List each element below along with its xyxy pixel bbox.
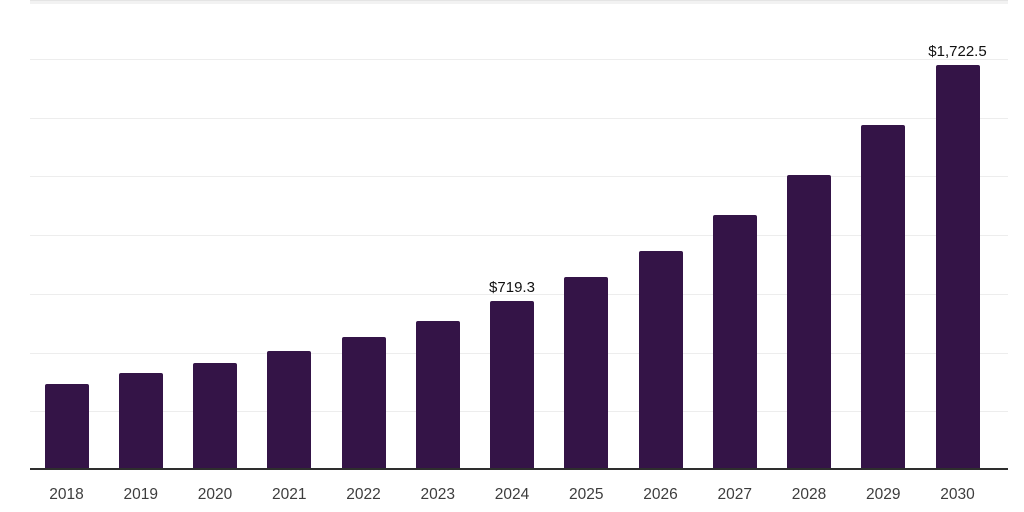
x-tick-label-2023: 2023 — [420, 486, 455, 503]
bar-2022 — [341, 337, 386, 470]
bar-2023 — [415, 321, 460, 470]
bar-2018 — [44, 384, 89, 470]
x-tick-label-2021: 2021 — [272, 486, 307, 503]
bar-2025 — [564, 277, 609, 470]
value-label-2030: $1,722.5 — [928, 43, 987, 61]
bar-2026 — [638, 250, 683, 470]
bar-2020 — [193, 362, 237, 470]
gridline — [30, 235, 1008, 236]
x-tick-label-2028: 2028 — [791, 486, 827, 503]
gridline — [30, 117, 1008, 119]
bar-2029 — [861, 125, 906, 470]
x-tick-label-2026: 2026 — [643, 486, 678, 503]
x-tick-label-2024: 2024 — [494, 486, 530, 503]
x-tick-label-2019: 2019 — [123, 486, 158, 503]
gridline — [30, 176, 1008, 178]
x-tick-label-2030: 2030 — [940, 486, 975, 503]
x-axis-line — [30, 468, 1008, 470]
x-tick-label-2018: 2018 — [49, 486, 84, 503]
plot-area: $719.3 $1,722.5 — [30, 0, 1008, 470]
bar-2027 — [712, 215, 757, 470]
x-tick-label-2029: 2029 — [866, 486, 901, 503]
x-tick-label-2025: 2025 — [569, 486, 604, 503]
x-tick-label-2020: 2020 — [197, 486, 233, 503]
bar-2030 — [935, 65, 980, 470]
bar-2024 — [490, 301, 534, 470]
x-tick-label-2022: 2022 — [346, 486, 381, 503]
gridline — [30, 293, 1008, 295]
gridline — [30, 0, 1008, 4]
bar-2019 — [118, 373, 163, 470]
bar-2028 — [787, 175, 831, 470]
bar-2021 — [267, 351, 312, 470]
value-label-2024: $719.3 — [489, 279, 535, 296]
gridline — [30, 58, 1008, 60]
x-tick-label-2027: 2027 — [717, 486, 752, 503]
